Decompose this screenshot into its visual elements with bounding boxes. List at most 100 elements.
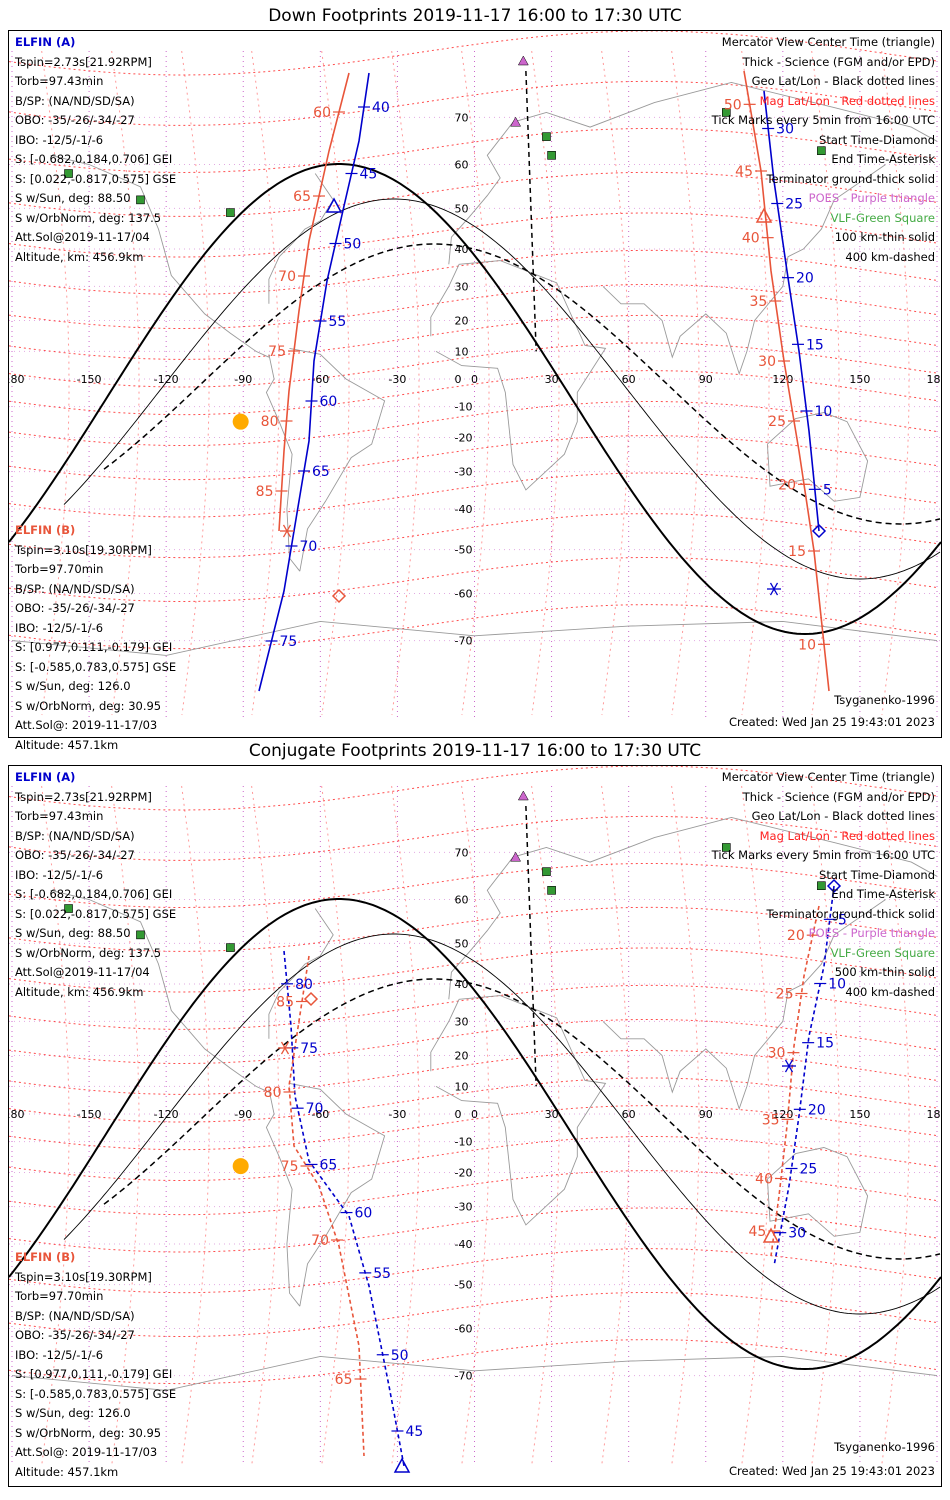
- mag-longitude-line: [321, 785, 350, 1467]
- elfin-a-tick-label: 55: [373, 1266, 391, 1282]
- lat-label: -20: [455, 1167, 473, 1180]
- legend-line: 400 km-dashed: [845, 249, 935, 264]
- terminator-line: [9, 163, 941, 636]
- lat-label: 50: [455, 202, 469, 215]
- legend-line: Tick Marks every 5min from 16:00 UTC: [711, 113, 935, 127]
- elfin-a-tick-label: 60: [355, 1206, 373, 1222]
- mag-longitude-line: [251, 785, 280, 1467]
- mag-latitude-line: [9, 435, 938, 481]
- lon-label: -60: [311, 373, 329, 386]
- mag-latitude-line: [9, 370, 938, 416]
- end-time-asterisk: [782, 1059, 796, 1073]
- info-line: S w/Sun, deg: 126.0: [15, 1406, 131, 1420]
- mag-longitude-line: [531, 785, 560, 1467]
- info-line: Tspin=2.73s[21.92RPM]: [15, 54, 152, 69]
- mag-latitude-line: [9, 984, 938, 1030]
- poes-track-line: [525, 70, 537, 352]
- mag-latitude-line: [9, 401, 938, 446]
- sun-icon: [232, 1158, 249, 1175]
- elfin-a-info-down: ELFIN (A) Tspin=2.73s[21.92RPM] Torb=97.…: [15, 33, 176, 267]
- elfin-b-track: [770, 905, 820, 1257]
- elfin-a-tick-label: 45: [360, 167, 378, 183]
- vlf-station-square: [136, 930, 145, 940]
- elfin-b-tick-label: 35: [762, 1112, 780, 1128]
- mag-latitude-line: [9, 947, 938, 993]
- info-line: Tspin=2.73s[21.92RPM]: [15, 789, 152, 804]
- poes-triangle: [510, 116, 522, 127]
- lat-label: -20: [455, 432, 473, 445]
- elfin-b-track: [278, 72, 350, 532]
- info-line: S w/Sun, deg: 88.50: [15, 926, 131, 940]
- start-time-diamond: [811, 523, 827, 539]
- lon-label: -150: [77, 373, 102, 386]
- elfin-b-tick-label: 40: [755, 1172, 773, 1188]
- coastline: [448, 82, 938, 265]
- info-line: S w/OrbNorm, deg: 137.5: [15, 945, 162, 960]
- lon-label: -180: [9, 373, 24, 386]
- coastline: [50, 154, 270, 358]
- mag-latitude-line: [9, 1136, 938, 1181]
- elfin-a-tick-label: 60: [320, 394, 338, 410]
- info-line: Altitude, km: 456.9km: [15, 984, 144, 999]
- elfin-a-tick-label: 15: [806, 337, 824, 353]
- elfin-a-tick-label: 10: [815, 404, 833, 420]
- legend-line: POES - Purple triangle: [808, 191, 935, 205]
- lon-label: -120: [154, 1108, 179, 1121]
- model-label: Tsyganenko-1996: [834, 1440, 935, 1454]
- mag-latitude-line: [9, 1248, 938, 1294]
- lat-label: 20: [455, 1050, 469, 1063]
- coastline: [289, 347, 386, 572]
- mag-longitude-line: [601, 785, 630, 1467]
- elfin-b-tick-label: 80: [264, 1085, 282, 1101]
- elfin-a-name: ELFIN (A): [15, 770, 76, 784]
- lat-label: 20: [455, 315, 469, 328]
- elfin-a-tick-label: 50: [391, 1348, 409, 1364]
- mag-latitude-line: [9, 1077, 938, 1123]
- poes-triangle: [517, 55, 529, 66]
- info-line: Torb=97.70min: [15, 562, 104, 576]
- poes-triangle: [510, 851, 522, 862]
- elfin-a-tick-label: 20: [808, 1102, 826, 1118]
- legend-line: Mag Lat/Lon - Red dotted lines: [759, 93, 935, 108]
- mag-longitude-line: [111, 785, 140, 1467]
- elfin-b-tick-label: 15: [788, 544, 806, 560]
- legend-down: Mercator View Center Time (triangle) Thi…: [712, 33, 935, 267]
- legend-line: POES - Purple triangle: [808, 926, 935, 940]
- coastline: [11, 620, 938, 656]
- legend-line: End Time-Asterisk: [831, 152, 935, 166]
- map-canvas-conjugate: 706050403020100-10-20-30-40-50-60-70-180…: [9, 766, 941, 1473]
- lat-label: -70: [455, 635, 473, 648]
- elfin-a-tick-label: 65: [312, 464, 330, 480]
- center-time-triangle: [325, 197, 343, 213]
- elfin-b-tick-label: 85: [256, 484, 274, 500]
- elfin-a-tick-label: 65: [320, 1157, 338, 1173]
- mag-longitude-line: [181, 50, 210, 716]
- elfin-a-tick-label: 50: [344, 237, 362, 253]
- lon-label: 0: [471, 1108, 478, 1121]
- end-time-asterisk: [280, 524, 294, 538]
- created-label: Created: Wed Jan 25 19:43:01 2023: [728, 1464, 935, 1478]
- elfin-b-tick-label: 75: [268, 344, 286, 360]
- elfin-a-info-conjugate: ELFIN (A) Tspin=2.73s[21.92RPM] Torb=97.…: [15, 768, 176, 1002]
- lat-label: 30: [455, 280, 469, 293]
- info-line: Torb=97.43min: [15, 809, 104, 823]
- mag-latitude-line: [9, 1339, 938, 1385]
- info-line: S: [0.977,0.111,-0.179] GEI: [15, 1367, 173, 1381]
- vlf-station-square: [226, 943, 235, 952]
- vlf-station-square: [547, 151, 556, 160]
- elfin-b-tick-label: 60: [313, 105, 331, 121]
- legend-line: Terminator ground-thick solid: [766, 906, 935, 921]
- vlf-station-square: [722, 843, 731, 852]
- legend-conjugate: Mercator View Center Time (triangle) Thi…: [712, 768, 935, 1002]
- center-time-triangle: [755, 207, 773, 223]
- legend-line: VLF-Green Square: [830, 945, 935, 960]
- elfin-b-tick-label: 80: [261, 414, 279, 430]
- mag-latitude-line: [9, 1019, 938, 1064]
- elfin-b-tick-label: 65: [293, 189, 311, 205]
- elfin-b-tick-label: 10: [798, 637, 816, 653]
- lon-label: -120: [154, 373, 179, 386]
- lat-label: -30: [455, 1201, 473, 1214]
- lon-label: -150: [77, 1108, 102, 1121]
- lon-label: 0: [471, 373, 478, 386]
- lat-label: -40: [455, 1238, 473, 1251]
